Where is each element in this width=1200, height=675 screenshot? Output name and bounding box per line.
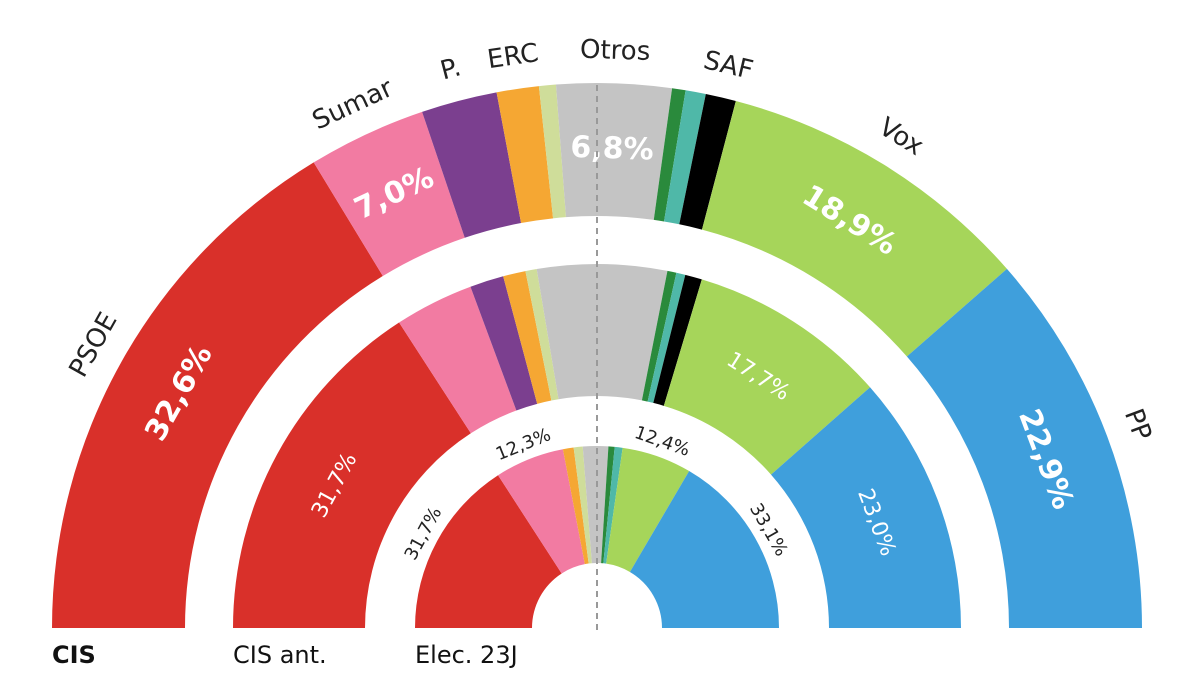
- category-label: PSOE: [64, 308, 124, 383]
- segment: [629, 471, 779, 628]
- segment: [606, 447, 690, 572]
- segment: [415, 475, 562, 628]
- segment: [582, 446, 609, 564]
- segment: [470, 276, 538, 411]
- segment: [233, 322, 471, 628]
- segment: [525, 269, 559, 401]
- segment: [52, 162, 383, 628]
- segment: [663, 279, 871, 475]
- category-label: SAF: [701, 45, 756, 86]
- category-label: P.: [437, 52, 464, 86]
- segment: [906, 268, 1142, 628]
- category-label: Vox: [873, 112, 928, 162]
- ring-name: CIS ant.: [233, 641, 327, 669]
- category-label: PP: [1118, 405, 1157, 445]
- segment: [647, 272, 686, 403]
- segment: [503, 271, 552, 404]
- segment: [422, 92, 522, 238]
- segment: [313, 111, 465, 277]
- segment: [573, 446, 592, 564]
- segment: [664, 90, 706, 225]
- segment: [653, 88, 686, 222]
- segment: [653, 274, 702, 406]
- ring-name: CIS: [52, 641, 96, 669]
- segment: [601, 446, 615, 564]
- category-label: ERC: [485, 38, 540, 75]
- segment: [679, 93, 736, 230]
- ring-name: Elec. 23J: [415, 641, 518, 669]
- segment: [399, 286, 517, 434]
- segment: [562, 447, 589, 565]
- segment: [536, 264, 668, 401]
- value-label: 6,8%: [570, 130, 654, 168]
- category-label: Otros: [580, 35, 651, 67]
- segment: [641, 270, 677, 402]
- segment: [701, 100, 1007, 357]
- segment: [496, 86, 554, 224]
- segment: [538, 84, 566, 219]
- segment: [603, 446, 623, 564]
- segment: [498, 449, 585, 574]
- segment: [555, 83, 673, 220]
- segment: [771, 387, 961, 628]
